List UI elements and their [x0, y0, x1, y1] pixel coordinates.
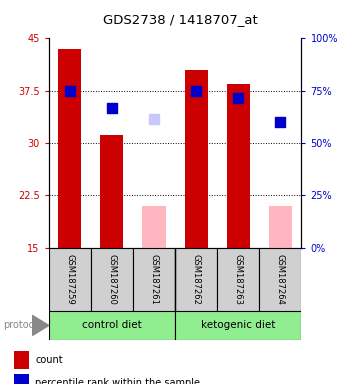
Bar [91, 248, 133, 311]
Bar [49, 248, 91, 311]
Bar [100, 135, 123, 248]
Bar [13, 351, 29, 369]
Bar [217, 248, 259, 311]
Text: ketogenic diet: ketogenic diet [201, 320, 275, 331]
Bar [175, 248, 217, 311]
Point [278, 119, 283, 125]
Text: GSM187261: GSM187261 [149, 254, 158, 305]
Text: GSM187260: GSM187260 [108, 254, 116, 305]
Point [109, 105, 115, 111]
Bar [269, 206, 292, 248]
Point [193, 88, 199, 94]
Bar [58, 49, 81, 248]
Text: protocol: protocol [4, 320, 43, 331]
Polygon shape [32, 316, 49, 336]
Bar [143, 206, 166, 248]
Bar [259, 248, 301, 311]
Text: count: count [35, 355, 63, 365]
Bar [133, 248, 175, 311]
Text: control diet: control diet [82, 320, 142, 331]
Bar [13, 374, 29, 384]
Text: GSM187262: GSM187262 [192, 254, 201, 305]
Text: GSM187263: GSM187263 [234, 254, 243, 305]
Text: GDS2738 / 1418707_at: GDS2738 / 1418707_at [103, 13, 258, 26]
Text: GSM187264: GSM187264 [276, 254, 285, 305]
Bar [175, 311, 301, 340]
Bar [49, 311, 175, 340]
Text: GSM187259: GSM187259 [65, 254, 74, 305]
Text: percentile rank within the sample: percentile rank within the sample [35, 378, 200, 384]
Bar [227, 84, 250, 248]
Point [67, 88, 73, 94]
Point [235, 94, 241, 101]
Point [151, 116, 157, 122]
Bar [184, 70, 208, 248]
